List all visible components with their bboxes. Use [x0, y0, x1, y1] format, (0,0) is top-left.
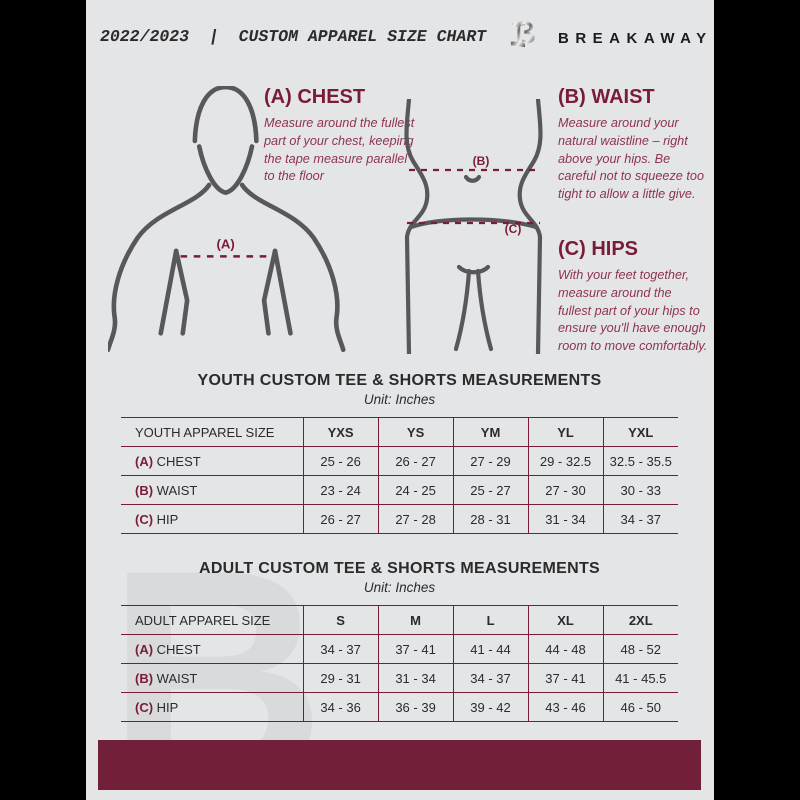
svg-text:(B): (B) [473, 154, 490, 168]
svg-text:(C): (C) [505, 222, 522, 236]
svg-text:(A): (A) [216, 237, 234, 252]
